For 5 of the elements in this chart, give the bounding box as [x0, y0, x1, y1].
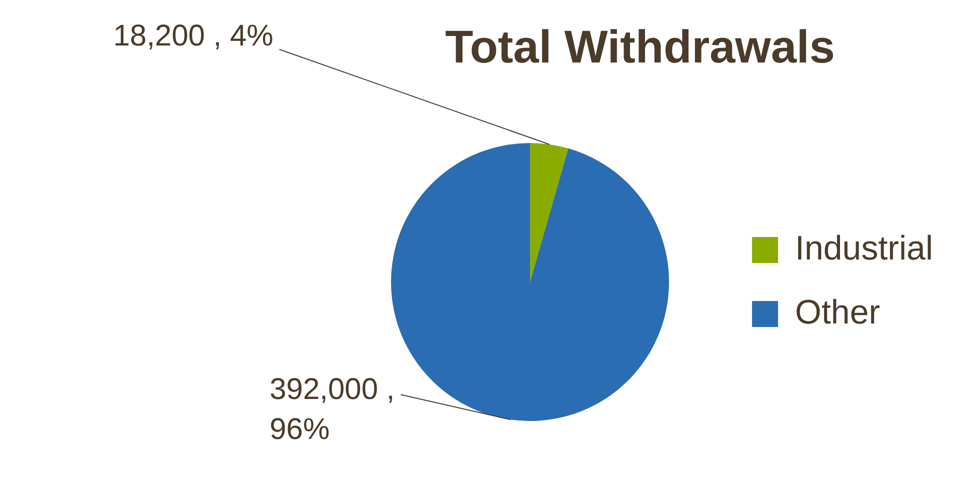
- data-label: 392,000 , 96%: [270, 372, 395, 446]
- legend-label: Industrial: [795, 229, 934, 268]
- data-label: 18,200 , 4%: [113, 20, 274, 53]
- chart-title: Total Withdrawals: [445, 20, 835, 73]
- legend-label: Other: [795, 293, 880, 332]
